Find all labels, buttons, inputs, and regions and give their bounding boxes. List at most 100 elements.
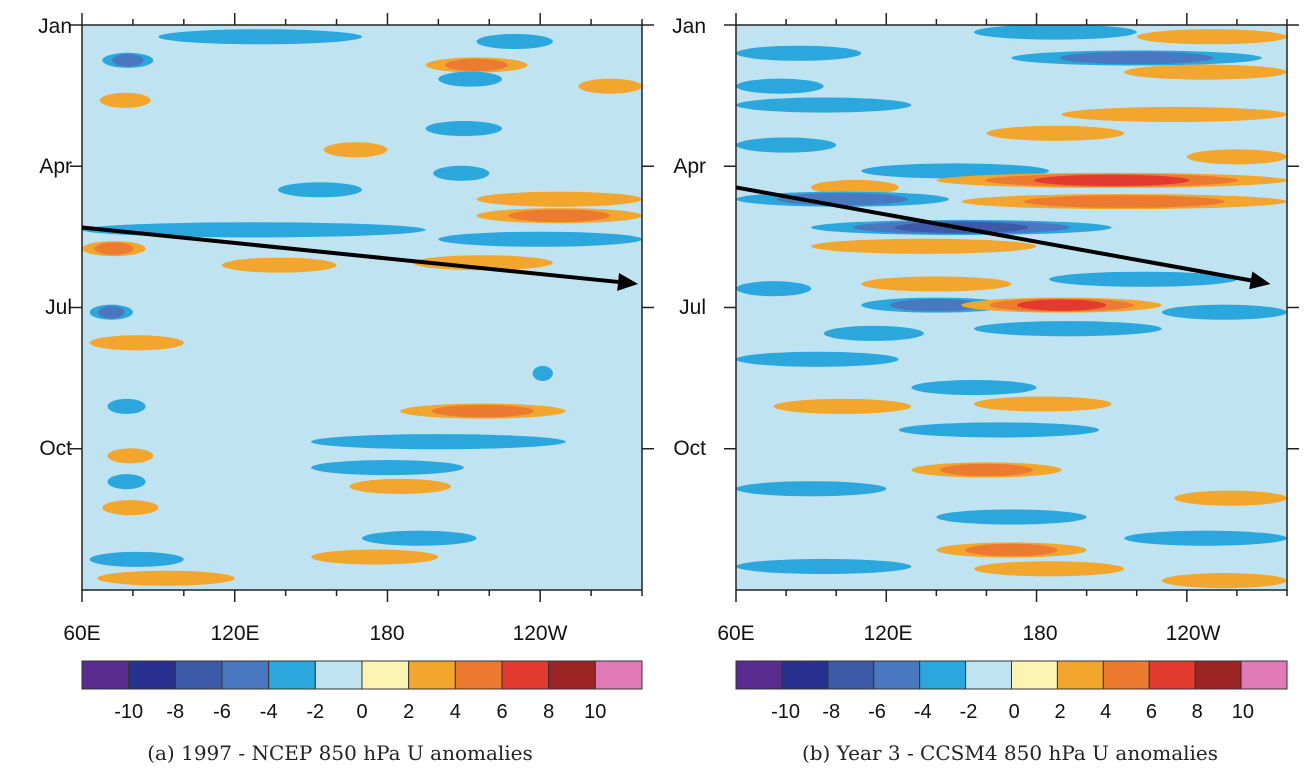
- panel-a-band-7-level-0: [425, 121, 502, 137]
- panel-b-cb-label-5: 0: [1009, 701, 1020, 723]
- panel-b-band-12-level-0: [811, 179, 899, 195]
- panel-b-anomaly-band-34: [936, 509, 1087, 525]
- panel-b-anomaly-band-35: [1124, 530, 1287, 546]
- panel-a-band-16-level-0: [222, 257, 337, 273]
- panel-a-colorbar-swatch-7: [408, 660, 456, 690]
- panel-a-propagation-arrow: [81, 225, 638, 291]
- panel-b-ytick-apr: Apr: [673, 155, 706, 178]
- panel-a-band-8-level-0: [323, 142, 388, 158]
- panel-a-arrow-shaft: [81, 225, 619, 284]
- panel-a-colorbar-swatch-5: [314, 660, 363, 690]
- panel-b-cb-label-4: -2: [960, 701, 978, 723]
- panel-a-cb-label-9: 8: [543, 701, 554, 723]
- panel-a-anomaly-band-8: [323, 142, 388, 158]
- panel-a-ytick-apr: Apr: [39, 155, 72, 178]
- panel-a-colorbar-swatch-1: [128, 660, 176, 690]
- panel-b-anomaly-band-37: [736, 558, 912, 574]
- panel-a-colorbar-swatch-10: [548, 660, 596, 690]
- panel-a-anomaly-band-19: [89, 335, 184, 351]
- panel-a-band-26-level-0: [107, 474, 146, 490]
- panel-a-anomaly-band-30: [89, 551, 184, 567]
- panel-b-anomaly-band-30: [898, 422, 1100, 438]
- panel-b-colorbar-swatch-11: [1240, 660, 1288, 690]
- panel-a-colorbar: [81, 660, 643, 690]
- panel-a-ytick-jul: Jul: [45, 296, 72, 319]
- panel-b-band-15-level-1: [1024, 195, 1225, 208]
- panel-a-anomaly-band-22: [400, 403, 566, 419]
- panel-b-band-39-level-0: [1161, 573, 1287, 589]
- panel-b-anomaly-band-31: [911, 462, 1062, 478]
- panel-a-band-4-level-0: [578, 78, 642, 94]
- panel-a-anomaly-band-7: [425, 121, 502, 137]
- panel-a-cb-label-0: -10: [114, 701, 143, 723]
- panel-a-anomaly-band-1: [476, 33, 553, 50]
- panel-b-anomaly-band-39: [1161, 573, 1287, 589]
- panel-a-anomaly-bands: [82, 29, 642, 586]
- panel-a-band-22-level-1: [432, 404, 534, 418]
- panel-a-anomaly-band-6: [99, 92, 151, 108]
- panel-b-band-9-level-0: [736, 137, 837, 153]
- panel-a-cb-label-8: 6: [496, 701, 507, 723]
- panel-a-anomaly-band-28: [102, 500, 159, 516]
- panel-b-band-35-level-0: [1124, 530, 1287, 546]
- panel-a-band-32-level-0: [97, 570, 235, 586]
- panel-b-anomaly-band-6: [736, 97, 912, 113]
- panel-a-band-13-level-0: [82, 222, 426, 238]
- panel-b-anomaly-band-19: [736, 281, 812, 297]
- panel-a-anomaly-band-10: [278, 182, 362, 198]
- panel-b-band-33-level-0: [1174, 490, 1287, 506]
- panel-a-band-23-level-0: [107, 448, 154, 464]
- panel-a-ytick-jan: Jan: [38, 15, 72, 38]
- panel-a-band-21-level-0: [107, 398, 146, 414]
- panel-a-background: [82, 25, 642, 590]
- panel-b-anomaly-band-15: [961, 194, 1287, 210]
- panel-a-cb-label-5: 0: [356, 701, 367, 723]
- panel-a-xtick-120w: 120W: [513, 622, 568, 645]
- panel-a-band-0-level-0: [158, 29, 362, 45]
- panel-a-cb-label-4: -2: [306, 701, 324, 723]
- panel-b-band-34-level-0: [936, 509, 1087, 525]
- panel-a-colorbar-swatch-0: [81, 660, 130, 690]
- panel-b-anomaly-band-13: [936, 172, 1287, 188]
- panel-b-band-20-level-0: [861, 276, 1012, 292]
- panel-b: Jan Apr Jul Oct 60E 120E 180 120W -10 -8…: [672, 13, 1299, 765]
- panel-a-anomaly-band-25: [311, 460, 464, 476]
- panel-a-anomaly-band-2: [425, 57, 528, 73]
- panel-b-band-8-level-0: [986, 125, 1125, 141]
- panel-a-anomaly-band-23: [107, 448, 154, 464]
- panel-b-anomaly-band-1: [1136, 29, 1287, 45]
- panel-b-arrow-head: [1249, 271, 1271, 290]
- panel-a-anomaly-band-21: [107, 398, 146, 414]
- panel-a-anomaly-band-14: [82, 241, 146, 257]
- panel-b-xtick-120w: 120W: [1166, 622, 1221, 645]
- panel-b-anomaly-band-28: [773, 398, 912, 414]
- panel-b-anomaly-band-9: [736, 137, 837, 153]
- panel-a-band-12-level-1: [508, 209, 611, 222]
- panel-b-ticks: [724, 13, 1299, 602]
- panel-a-xtick-120e: 120E: [210, 622, 259, 645]
- panel-a-anomaly-band-26: [107, 474, 146, 490]
- panel-b-band-2-level-0: [736, 45, 862, 61]
- panel-a-anomaly-band-20: [532, 365, 553, 381]
- panel-b-band-18-level-0: [1049, 271, 1237, 287]
- panel-b-cb-label-6: 2: [1054, 701, 1065, 723]
- panel-b-anomaly-band-26: [736, 351, 899, 367]
- panel-a-band-25-level-0: [311, 460, 464, 476]
- panel-a-band-20-level-0: [532, 365, 553, 381]
- panel-a-anomaly-band-12: [476, 208, 642, 224]
- panel-b-anomaly-band-21: [861, 297, 1012, 313]
- panel-a-anomaly-band-16: [222, 257, 337, 273]
- panel-b-colorbar: [735, 660, 1288, 690]
- panel-b-anomaly-band-8: [986, 125, 1125, 141]
- panel-b-colorbar-swatch-4: [919, 660, 967, 690]
- panel-b-cb-label-3: -4: [914, 701, 932, 723]
- panel-a-band-24-level-0: [311, 434, 566, 450]
- panel-b-cb-label-7: 4: [1100, 701, 1111, 723]
- panel-b-band-28-level-0: [773, 398, 912, 414]
- panel-b-cb-label-2: -6: [868, 701, 886, 723]
- panel-b-anomaly-band-23: [1161, 304, 1287, 320]
- panel-b-colorbar-swatch-1: [781, 660, 829, 690]
- panel-b-anomaly-band-33: [1174, 490, 1287, 506]
- panel-a-band-19-level-0: [89, 335, 184, 351]
